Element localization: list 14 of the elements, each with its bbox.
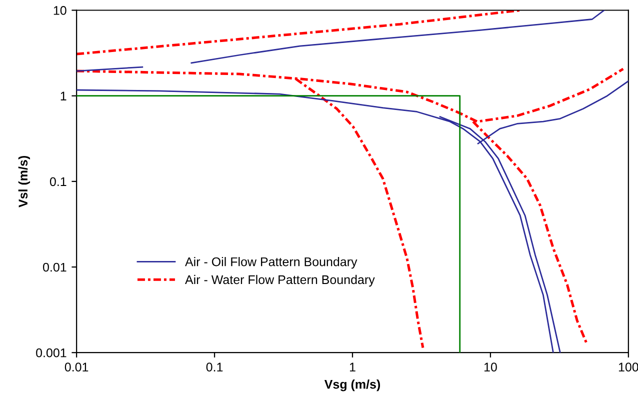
y-tick-label: 0.01 (43, 262, 66, 272)
y-tick-label: 0.1 (50, 177, 66, 186)
x-tick-label: 0.01 (64, 362, 88, 372)
y-tick-label: 1 (60, 92, 66, 100)
x-tick-label: 100 (618, 362, 638, 372)
y-tick-label: 10 (54, 6, 66, 15)
x-axis-title: Vsg (m/s) (324, 380, 380, 392)
x-tick-label: 1 (350, 362, 356, 372)
legend-label: Air - Oil Flow Pattern Boundary (185, 257, 358, 269)
y-tick-label: 0.001 (36, 348, 66, 358)
y-axis-title: Vsl (m/s) (18, 156, 30, 208)
x-tick-label: 10 (484, 362, 497, 372)
legend-label: Air - Water Flow Pattern Boundary (185, 274, 375, 287)
x-tick-label: 0.1 (206, 362, 223, 372)
